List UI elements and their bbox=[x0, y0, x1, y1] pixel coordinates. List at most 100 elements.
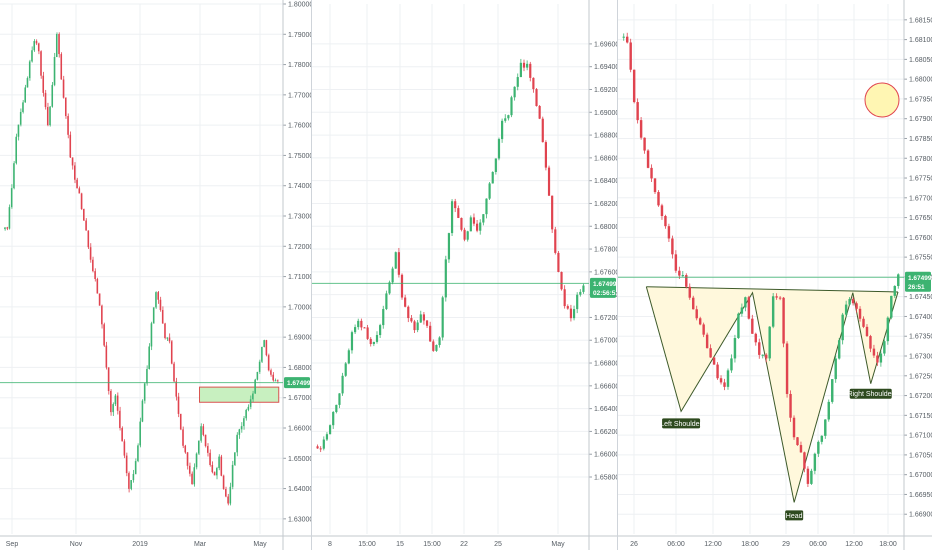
candle-body bbox=[15, 136, 17, 164]
last-price-label: 1.67499 bbox=[908, 275, 932, 282]
candle-body bbox=[803, 452, 806, 469]
weekly-price-chart[interactable]: 1.80000 1.79000 1.78000 1.77000 1.76000 1.750… bbox=[0, 0, 311, 550]
candle-body bbox=[844, 304, 848, 315]
candle-body bbox=[80, 193, 83, 210]
y-tick-label: 1.69200 bbox=[594, 87, 617, 94]
candle-body bbox=[388, 282, 391, 294]
candle-body bbox=[366, 327, 369, 339]
candle-body bbox=[159, 299, 162, 310]
candle-body bbox=[254, 379, 256, 394]
pattern-label-box bbox=[662, 418, 701, 429]
candle-body bbox=[92, 259, 94, 272]
candle-body bbox=[188, 465, 191, 474]
candle-body bbox=[391, 268, 394, 283]
candle-body bbox=[629, 42, 632, 70]
candle-body bbox=[547, 167, 551, 196]
candle-body bbox=[754, 333, 758, 343]
pattern-outline bbox=[645, 286, 899, 503]
y-tick-label: 1.70000 bbox=[288, 304, 311, 311]
candle-body bbox=[862, 318, 865, 327]
candle-body bbox=[678, 270, 681, 276]
candle-body bbox=[522, 62, 526, 68]
candle-body bbox=[782, 297, 785, 344]
y-tick-label: 1.68400 bbox=[594, 178, 617, 185]
candle-body bbox=[123, 441, 126, 456]
candle-body bbox=[74, 165, 76, 180]
candle-body bbox=[472, 217, 476, 224]
candle-body bbox=[657, 192, 660, 206]
y-tick-label: 1.74000 bbox=[288, 183, 311, 190]
candle-body bbox=[572, 309, 576, 319]
candle-body bbox=[785, 343, 789, 394]
intraday-pattern-chart[interactable]: 1.68150 1.68100 1.68050 1.68000 1.67950 1.679… bbox=[618, 0, 932, 550]
candle-body bbox=[855, 303, 858, 309]
y-tick-label: 1.69600 bbox=[594, 41, 617, 48]
candle-body bbox=[62, 79, 65, 98]
candle-body bbox=[510, 97, 513, 116]
candle-body bbox=[681, 275, 685, 277]
candle-body bbox=[335, 404, 338, 413]
candle-body bbox=[227, 496, 229, 504]
candle-body bbox=[53, 57, 56, 85]
candle-body bbox=[764, 354, 768, 359]
candle-body bbox=[551, 195, 554, 230]
candle-body bbox=[886, 317, 890, 342]
y-tick-label: 1.78000 bbox=[288, 62, 311, 69]
candle-body bbox=[475, 223, 479, 231]
candle-body bbox=[247, 406, 250, 410]
candle-body bbox=[316, 446, 319, 449]
candle-body bbox=[761, 354, 764, 356]
candle-body bbox=[526, 63, 529, 68]
chart-divider bbox=[617, 0, 618, 550]
candle-body bbox=[636, 102, 639, 121]
candle-body bbox=[60, 54, 63, 80]
x-tick-label: 18:00 bbox=[741, 541, 759, 548]
candle-body bbox=[245, 409, 247, 419]
y-tick-label: 1.75000 bbox=[288, 153, 311, 160]
candles-group bbox=[316, 58, 585, 453]
candle-body bbox=[236, 434, 238, 453]
candle-body bbox=[893, 286, 897, 296]
candle-body bbox=[674, 254, 678, 271]
candle-body bbox=[175, 381, 178, 397]
candle-body bbox=[179, 413, 182, 430]
candle-body bbox=[519, 62, 522, 78]
candle-body bbox=[155, 292, 157, 308]
support-zone-box bbox=[199, 386, 280, 403]
candle-body bbox=[485, 198, 488, 215]
candle-body bbox=[848, 299, 851, 305]
pattern-label-box bbox=[785, 510, 804, 521]
candle-body bbox=[664, 216, 667, 227]
candle-body bbox=[10, 188, 13, 208]
candle-body bbox=[112, 404, 114, 413]
candle-body bbox=[432, 341, 435, 351]
candle-body bbox=[507, 115, 510, 119]
x-tick-label: 22 bbox=[460, 541, 468, 548]
candle-body bbox=[768, 326, 771, 359]
hourly-price-chart[interactable]: 1.69600 1.69400 1.69200 1.69000 1.68800 1.686… bbox=[312, 0, 617, 550]
x-tick-label: 15:00 bbox=[423, 541, 441, 548]
candle-body bbox=[435, 345, 438, 351]
candle-body bbox=[350, 332, 354, 351]
y-tick-label: 1.67700 bbox=[909, 195, 932, 202]
y-tick-label: 1.69400 bbox=[594, 64, 617, 71]
candle-body bbox=[799, 445, 803, 453]
y-tick-label: 1.66400 bbox=[594, 406, 617, 413]
candle-body bbox=[243, 418, 245, 427]
x-tick-label: 15 bbox=[396, 541, 404, 548]
y-tick-label: 1.72000 bbox=[288, 244, 311, 251]
candle-body bbox=[231, 464, 234, 487]
candle-body bbox=[563, 289, 566, 307]
candle-body bbox=[516, 77, 519, 87]
candle-body bbox=[40, 51, 42, 76]
candle-body bbox=[58, 34, 60, 55]
y-tick-label: 1.67600 bbox=[594, 269, 617, 276]
x-tick-label: Nov bbox=[70, 541, 83, 548]
candle-body bbox=[382, 309, 385, 326]
candle-body bbox=[372, 341, 375, 345]
candle-body bbox=[541, 118, 544, 143]
candle-body bbox=[274, 380, 277, 382]
candle-body bbox=[121, 428, 123, 442]
candle-body bbox=[698, 318, 702, 325]
candle-body bbox=[325, 434, 329, 440]
